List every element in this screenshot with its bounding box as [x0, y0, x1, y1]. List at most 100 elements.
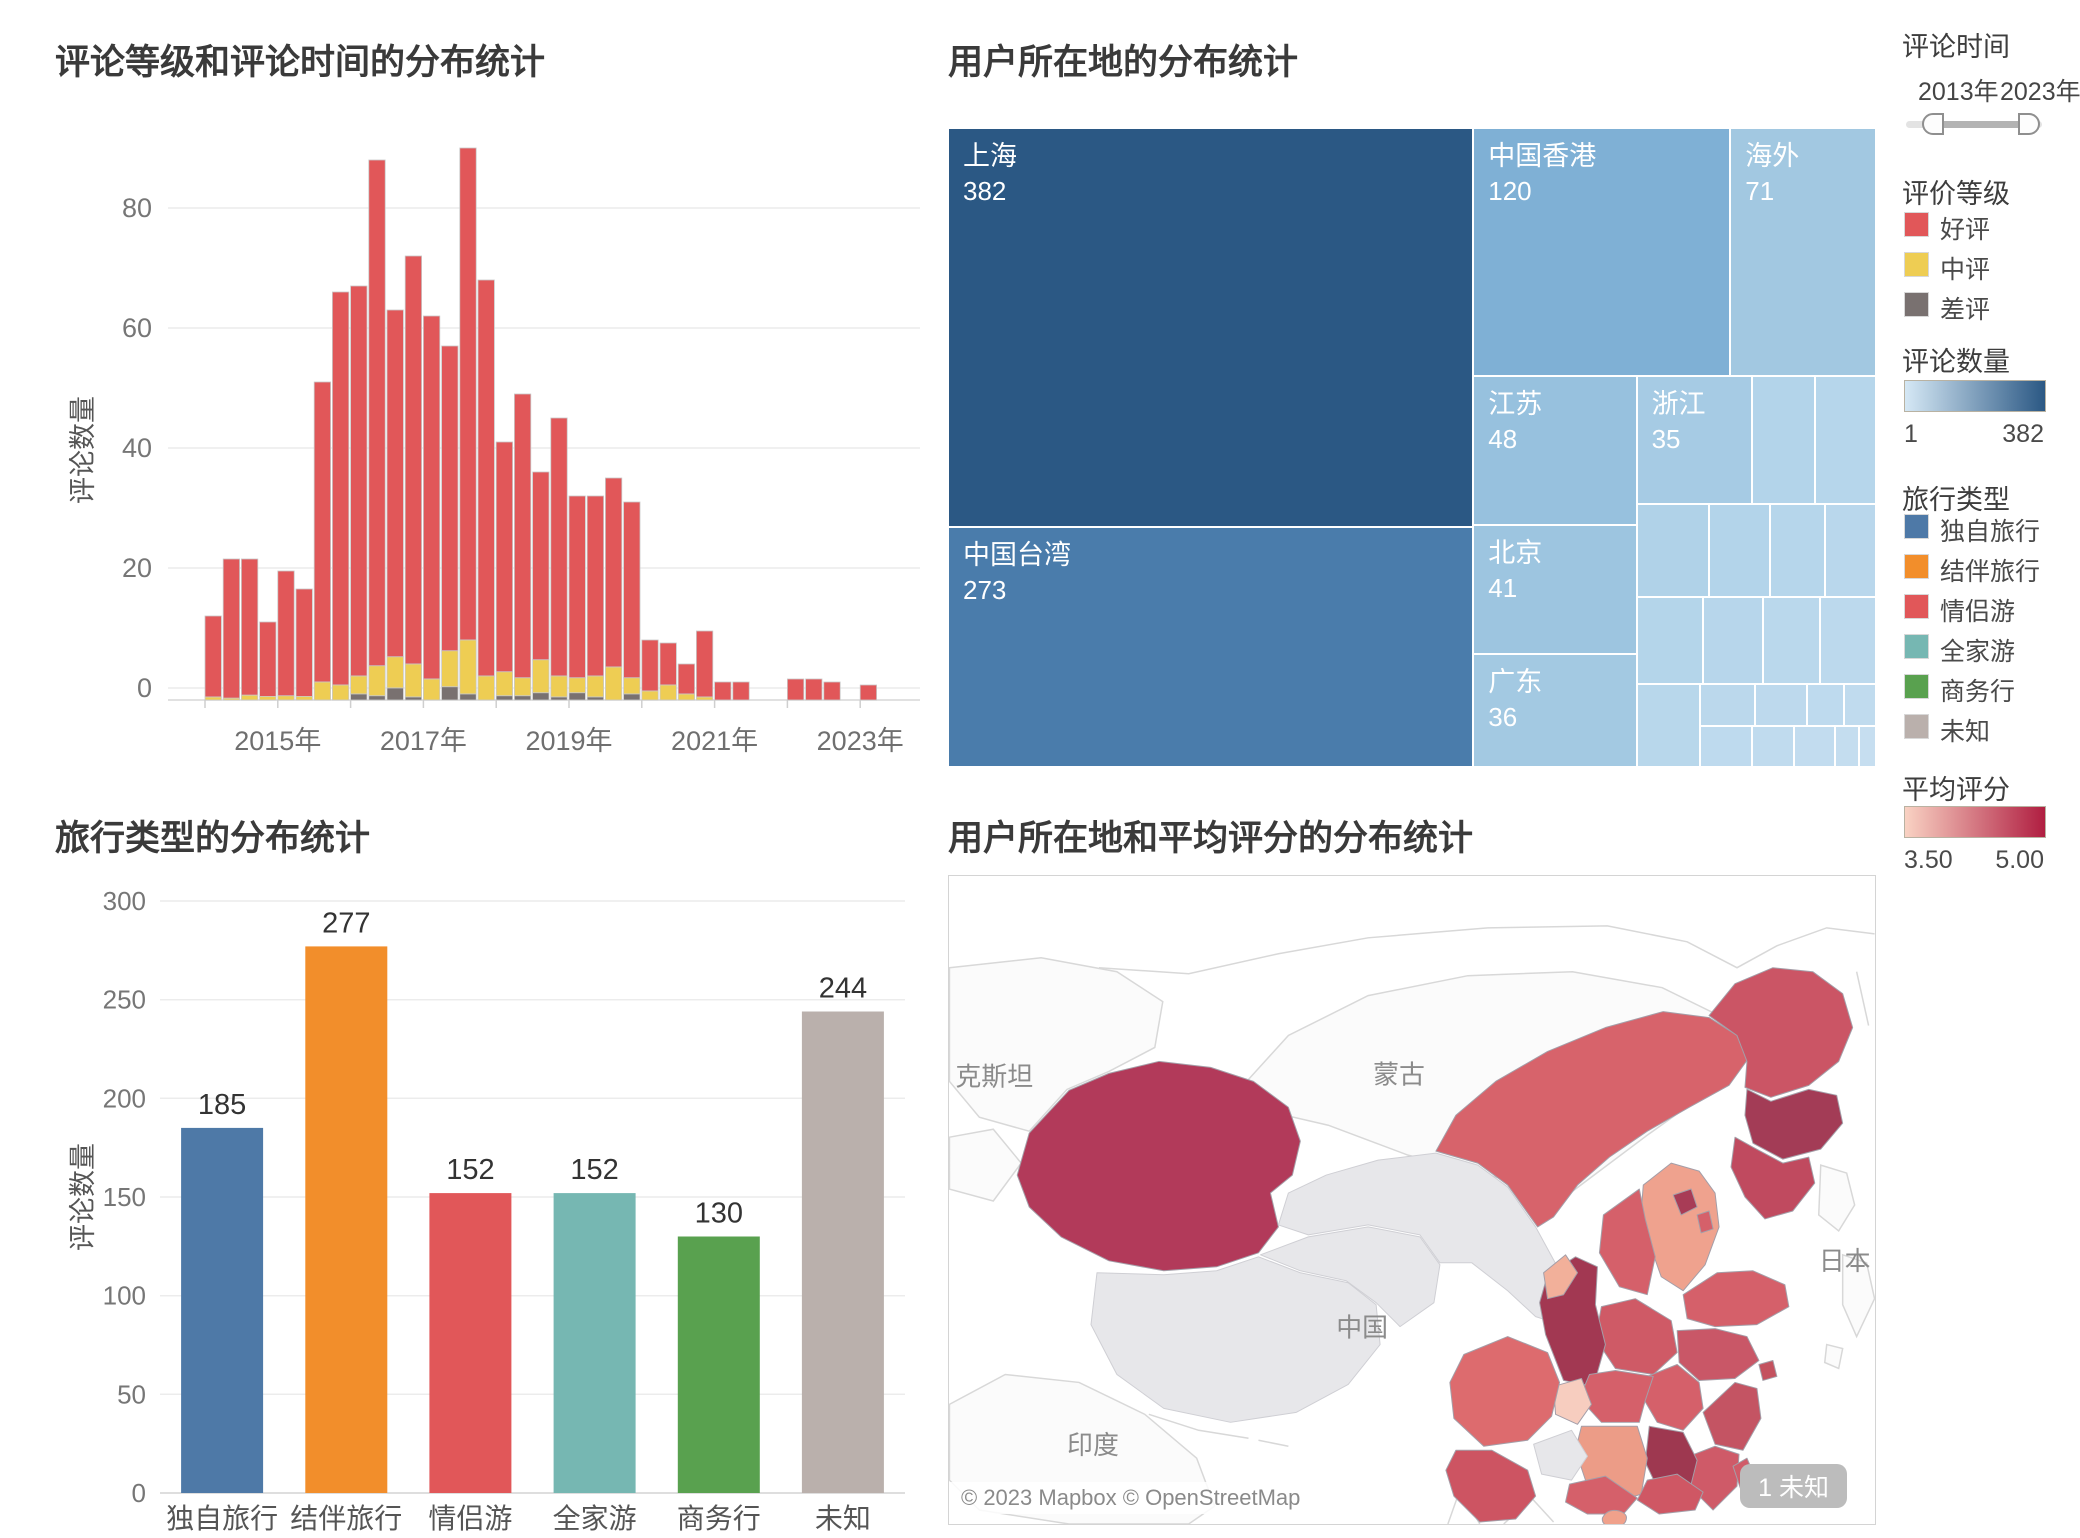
treemap-cell-small[interactable] [1703, 597, 1763, 684]
treemap-cell-small[interactable] [1820, 597, 1876, 684]
slider-selected-range[interactable] [1932, 121, 2030, 128]
province-hubei[interactable] [1578, 1369, 1654, 1423]
province-anhui[interactable] [1642, 1363, 1704, 1431]
bar-2020Q4[interactable] [696, 630, 714, 701]
bar-2015Q1[interactable] [277, 570, 295, 701]
province-jilin[interactable] [1744, 1088, 1844, 1160]
bar-2017Q4[interactable] [477, 279, 495, 701]
treemap-cell-海外[interactable]: 海外 71 [1730, 128, 1876, 376]
province-guizhou[interactable] [1533, 1429, 1588, 1481]
treemap-cell-small[interactable] [1824, 503, 1876, 597]
bar-2017Q3[interactable] [459, 147, 477, 701]
map-unknown-badge[interactable]: 1 未知 [1740, 1464, 1847, 1508]
bar-独自旅行[interactable]: 185 [181, 1089, 264, 1493]
bar-2018Q4[interactable] [550, 417, 568, 701]
bar-2016Q3[interactable] [386, 309, 404, 701]
treemap-cell-small[interactable] [1814, 375, 1876, 504]
province-beijing[interactable] [1672, 1188, 1698, 1216]
province-shandong[interactable] [1682, 1270, 1790, 1328]
treemap-cell-small[interactable] [1755, 683, 1808, 727]
treemap-cell-上海[interactable]: 上海 382 [948, 128, 1474, 527]
treemap-cell-small[interactable] [1708, 503, 1771, 597]
slider-left-handle-icon[interactable] [1922, 113, 1944, 135]
province-yunnan[interactable] [1445, 1449, 1537, 1523]
treemap-cell-中国台湾[interactable]: 中国台湾 273 [948, 526, 1474, 767]
province-qinghai[interactable] [1259, 1226, 1441, 1328]
bar-2020Q2[interactable] [659, 642, 677, 701]
treemap-cell-江苏[interactable]: 江苏 48 [1473, 375, 1637, 526]
bar-商务行[interactable]: 130 [677, 1198, 760, 1494]
bar-2016Q2[interactable] [368, 159, 386, 701]
province-tianjin[interactable] [1696, 1210, 1714, 1234]
province-henan[interactable] [1594, 1298, 1678, 1375]
province-shanghai[interactable] [1758, 1360, 1778, 1381]
bar-2019Q3[interactable] [605, 477, 623, 701]
province-jiangsu[interactable] [1676, 1328, 1760, 1381]
bar-全家游[interactable]: 152 [553, 1154, 636, 1493]
treemap-cell-small[interactable] [1751, 375, 1815, 504]
treemap-cell-中国香港[interactable]: 中国香港 120 [1473, 128, 1731, 376]
bar-结伴旅行[interactable]: 277 [305, 907, 388, 1493]
bar-2015Q2[interactable] [295, 588, 313, 701]
treemap-cell-small[interactable] [1751, 726, 1795, 767]
bar-2019Q4[interactable] [623, 501, 641, 701]
bar-2014Q3[interactable] [240, 558, 259, 701]
bar-2017Q2[interactable] [441, 345, 459, 701]
bar-2022Q1[interactable] [787, 678, 805, 701]
treemap-cell-small[interactable] [1636, 503, 1709, 597]
bar-2018Q1[interactable] [495, 441, 514, 701]
count-gradient-bar[interactable] [1904, 380, 2046, 412]
bar-2014Q1[interactable] [204, 615, 222, 701]
province-ningxia[interactable] [1543, 1254, 1578, 1300]
treemap-cell-浙江[interactable]: 浙江 35 [1636, 375, 1752, 504]
bar-未知[interactable]: 244 [801, 973, 884, 1494]
bar-2016Q1[interactable] [350, 285, 368, 701]
treemap-cell-small[interactable] [1859, 726, 1876, 767]
bar-2014Q2[interactable] [222, 558, 240, 701]
bar-2014Q4[interactable] [259, 621, 277, 701]
treemap-cell-small[interactable] [1770, 503, 1825, 597]
province-guangdong[interactable] [1636, 1473, 1704, 1515]
bar-2015Q3[interactable] [313, 381, 332, 701]
treemap-cell-small[interactable] [1807, 683, 1844, 727]
bar-2020Q3[interactable] [677, 663, 696, 701]
bar-2021Q2[interactable] [732, 681, 750, 701]
province-xinjiang[interactable] [1016, 1060, 1301, 1272]
province-heilongjiang[interactable] [1708, 967, 1854, 1098]
treemap-cell-small[interactable] [1843, 683, 1876, 727]
treemap-cell-small[interactable] [1699, 726, 1752, 767]
bar-2023Q1[interactable] [859, 684, 878, 701]
bar-2021Q1[interactable] [714, 681, 732, 701]
treemap-cell-small[interactable] [1762, 597, 1821, 684]
treemap-cell-small[interactable] [1835, 726, 1860, 767]
time-chart[interactable]: 0 20 40 60 80 评论数量 2015年 2017年 2019年 2021年 2023年 [0, 0, 940, 780]
time-range-slider[interactable] [1906, 113, 2042, 135]
province-shanxi[interactable] [1598, 1188, 1656, 1296]
treemap-cell-small[interactable] [1636, 597, 1704, 684]
province-liaoning[interactable] [1730, 1136, 1816, 1220]
treemap-cell-small[interactable] [1794, 726, 1836, 767]
province-sichuan[interactable] [1449, 1336, 1561, 1447]
bar-2019Q1[interactable] [568, 495, 586, 701]
bar-2016Q4[interactable] [404, 255, 423, 701]
bar-2017Q1[interactable] [422, 315, 441, 701]
bar-2020Q1[interactable] [641, 639, 659, 701]
bar-2022Q2[interactable] [805, 678, 823, 701]
bar-2015Q4[interactable] [331, 291, 350, 701]
province-tibet[interactable] [1090, 1256, 1381, 1423]
travel-type-chart[interactable]: 0 50 100 150 200 250 300 评论数量 185 独自旅行 277 结伴旅行 152 情… [20, 800, 930, 1538]
province-neimenggu[interactable] [1435, 1011, 1748, 1228]
treemap-cell-small[interactable] [1699, 683, 1756, 727]
treemap-cell-small[interactable] [1636, 683, 1700, 767]
slider-right-handle-icon[interactable] [2018, 113, 2040, 135]
province-chongqing[interactable] [1553, 1377, 1592, 1425]
province-zhejiang[interactable] [1702, 1381, 1762, 1451]
bar-2019Q2[interactable] [586, 495, 605, 701]
bar-2022Q3[interactable] [823, 681, 841, 701]
bar-2018Q3[interactable] [532, 471, 550, 701]
treemap-cell-广东[interactable]: 广东 36 [1473, 653, 1637, 767]
bar-2018Q2[interactable] [514, 393, 532, 701]
treemap-cell-北京[interactable]: 北京 41 [1473, 525, 1637, 654]
score-gradient-bar[interactable] [1904, 806, 2046, 838]
